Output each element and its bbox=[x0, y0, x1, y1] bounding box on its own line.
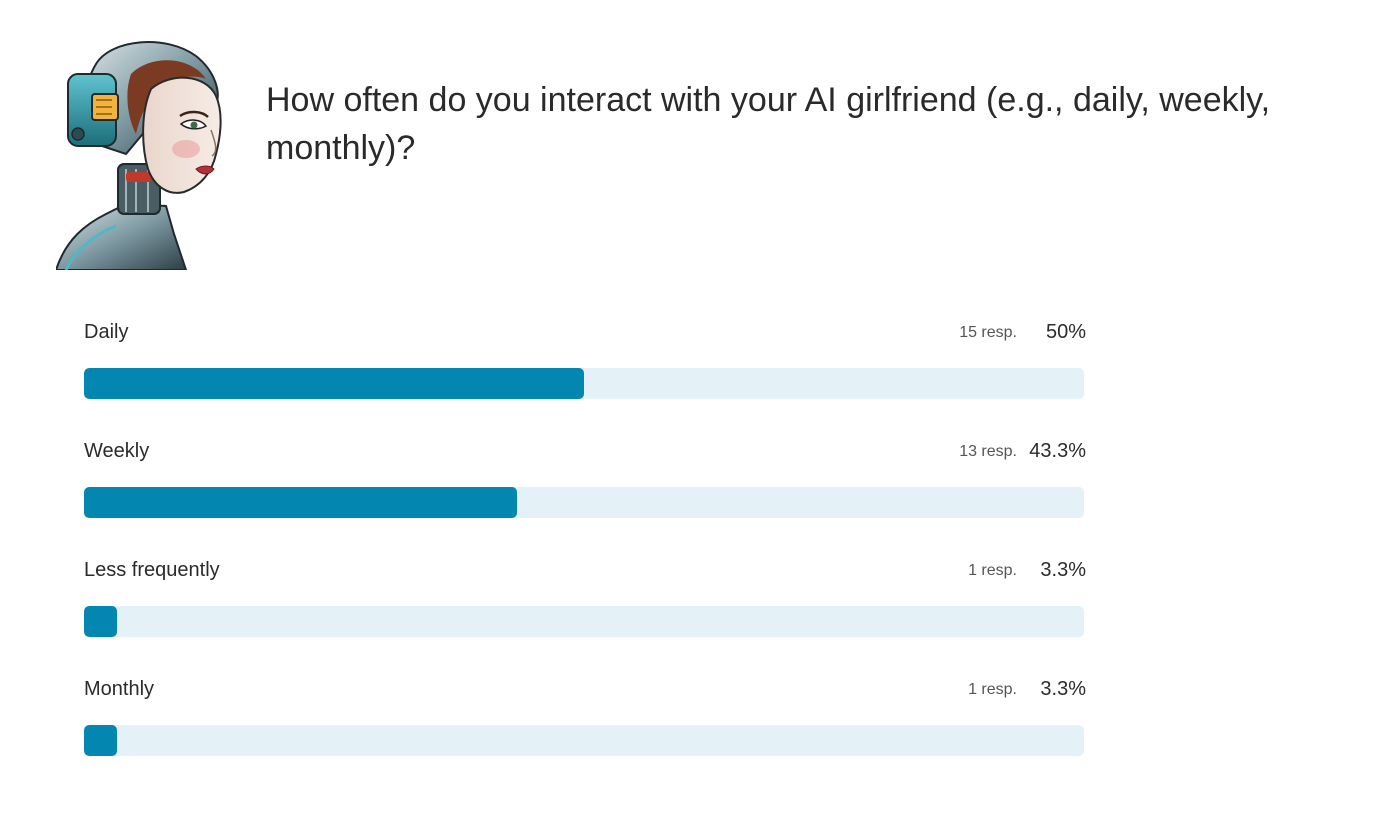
response-count: 1 resp. bbox=[968, 681, 1017, 698]
percent-label: 3.3% bbox=[1040, 559, 1086, 581]
option-label: Less frequently bbox=[84, 559, 220, 581]
poll-option-row-weekly: Weekly 13 resp. 43.3% bbox=[84, 437, 1086, 556]
robot-woman-avatar-icon bbox=[56, 34, 236, 270]
percent-label: 50% bbox=[1045, 321, 1086, 343]
response-count: 15 resp. bbox=[959, 324, 1017, 341]
response-count: 13 resp. bbox=[959, 443, 1017, 460]
bar-fill-daily bbox=[84, 368, 584, 399]
poll-question-title: How often do you interact with your AI g… bbox=[266, 81, 1271, 167]
bar-track bbox=[84, 368, 1084, 399]
bar-track bbox=[84, 725, 1084, 756]
bar-track bbox=[84, 606, 1084, 637]
option-label: Daily bbox=[84, 321, 129, 343]
option-label: Monthly bbox=[84, 678, 155, 700]
poll-option-row-daily: Daily 15 resp. 50% bbox=[84, 318, 1086, 437]
poll-option-row-monthly: Monthly 1 resp. 3.3% bbox=[84, 675, 1086, 794]
percent-label: 3.3% bbox=[1040, 678, 1086, 700]
percent-label: 43.3% bbox=[1029, 440, 1086, 462]
bar-fill-weekly bbox=[84, 487, 517, 518]
option-label: Weekly bbox=[84, 440, 150, 462]
bar-fill-less-frequently bbox=[84, 606, 117, 637]
bar-fill-monthly bbox=[84, 725, 117, 756]
poll-results-chart: Daily 15 resp. 50% Weekly 13 resp. 43.3%… bbox=[84, 318, 1086, 794]
response-count: 1 resp. bbox=[968, 562, 1017, 579]
poll-option-row-less-frequently: Less frequently 1 resp. 3.3% bbox=[84, 556, 1086, 675]
bar-track bbox=[84, 487, 1084, 518]
